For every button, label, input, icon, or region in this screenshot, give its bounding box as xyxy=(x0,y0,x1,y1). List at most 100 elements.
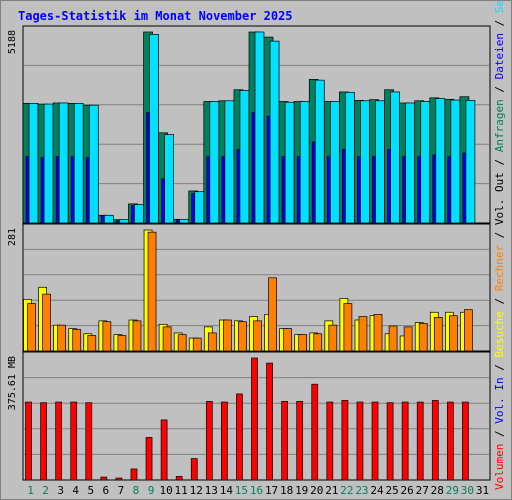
day-label-31: 31 xyxy=(476,484,489,497)
bar-volume-volumen-day-21 xyxy=(326,401,334,481)
bar-volume-volumen-day-20 xyxy=(311,383,319,481)
bar-volume-volumen-day-6 xyxy=(100,476,108,481)
bar-visits-rechner-day-11 xyxy=(177,334,187,352)
bar-volume-volumen-day-25 xyxy=(386,402,394,481)
day-label-19: 19 xyxy=(295,484,308,497)
bar-visits-rechner-day-2 xyxy=(42,293,51,352)
bar-volume-volumen-day-5 xyxy=(85,402,93,481)
legend-separator: / xyxy=(493,13,506,33)
chart-title: Tages-Statistik im Monat November 2025 xyxy=(18,9,293,23)
panel-volume: 375.61 MB xyxy=(7,351,491,481)
bar-volume-volumen-day-14 xyxy=(221,401,228,481)
day-label-14: 14 xyxy=(220,484,234,497)
day-label-7: 7 xyxy=(118,484,125,497)
day-label-18: 18 xyxy=(280,484,293,497)
bar-volume-volumen-day-24 xyxy=(371,401,379,481)
bar-visits-rechner-day-5 xyxy=(87,335,97,352)
bar-requests-seiten-day-7 xyxy=(119,219,129,224)
bar-requests-seiten-day-28 xyxy=(435,98,446,224)
bar-requests-seiten-day-9 xyxy=(149,34,159,224)
bar-requests-seiten-day-1 xyxy=(28,102,39,224)
legend-separator: / xyxy=(493,424,506,444)
bar-requests-seiten-day-10 xyxy=(164,134,174,224)
bar-volume-volumen-day-12 xyxy=(190,458,198,481)
day-label-4: 4 xyxy=(72,484,79,497)
bar-requests-seiten-day-6 xyxy=(104,214,114,224)
bar-visits-rechner-day-29 xyxy=(448,315,458,352)
bar-visits-rechner-day-24 xyxy=(373,314,383,352)
day-label-24: 24 xyxy=(370,484,384,497)
day-label-17: 17 xyxy=(265,484,278,497)
legend-separator: / xyxy=(493,79,506,99)
bar-requests-seiten-day-12 xyxy=(194,191,205,224)
legend-item-besuche: Besuche xyxy=(493,311,506,357)
bar-requests-seiten-day-14 xyxy=(224,100,235,224)
day-label-5: 5 xyxy=(87,484,94,497)
bar-visits-rechner-day-16 xyxy=(253,320,262,352)
chart-panels: 5188 281 375.61 MB xyxy=(7,25,491,481)
day-label-27: 27 xyxy=(416,484,429,497)
bar-requests-seiten-day-2 xyxy=(43,103,54,224)
bar-requests-seiten-day-4 xyxy=(73,102,84,224)
bar-visits-rechner-day-21 xyxy=(328,324,338,352)
bar-requests-seiten-day-17 xyxy=(269,40,280,224)
bar-volume-volumen-day-28 xyxy=(431,400,439,481)
bar-volume-volumen-day-4 xyxy=(70,401,78,481)
bar-requests-seiten-day-20 xyxy=(314,79,325,224)
bar-visits-rechner-day-12 xyxy=(192,337,202,352)
panel-requests: 5188 xyxy=(7,25,491,224)
bar-requests-seiten-day-8 xyxy=(134,204,144,224)
bar-volume-volumen-day-11 xyxy=(175,476,183,481)
bar-visits-rechner-day-14 xyxy=(223,319,232,352)
scale-label-requests: 5188 xyxy=(7,30,18,54)
day-label-2: 2 xyxy=(42,484,49,497)
bar-requests-seiten-day-30 xyxy=(465,100,476,224)
bar-requests-seiten-day-16 xyxy=(254,31,265,224)
bar-visits-rechner-day-27 xyxy=(418,323,428,352)
bar-visits-rechner-day-20 xyxy=(313,333,323,352)
day-label-23: 23 xyxy=(355,484,368,497)
bar-visits-rechner-day-4 xyxy=(72,329,82,352)
bar-volume-volumen-day-17 xyxy=(266,362,273,481)
day-label-8: 8 xyxy=(133,484,140,497)
day-label-26: 26 xyxy=(401,484,414,497)
bar-volume-volumen-day-1 xyxy=(25,401,32,481)
bar-requests-seiten-day-26 xyxy=(405,102,415,224)
bar-visits-rechner-day-10 xyxy=(162,326,172,352)
day-label-29: 29 xyxy=(446,484,459,497)
bar-volume-volumen-day-29 xyxy=(446,401,454,481)
scale-label-volume: 375.61 MB xyxy=(7,356,18,410)
legend-separator: / xyxy=(493,358,506,378)
bar-volume-volumen-day-18 xyxy=(281,401,288,481)
bar-visits-rechner-day-28 xyxy=(433,317,443,352)
bar-volume-volumen-day-8 xyxy=(130,468,138,481)
bar-visits-rechner-day-22 xyxy=(343,303,353,352)
bar-visits-rechner-day-7 xyxy=(117,335,127,352)
bar-requests-seiten-day-11 xyxy=(179,218,190,224)
bar-visits-rechner-day-13 xyxy=(207,332,217,352)
day-label-1: 1 xyxy=(27,484,34,497)
bar-visits-rechner-day-3 xyxy=(57,324,67,352)
bar-visits-rechner-day-8 xyxy=(132,320,142,352)
panel-visits: 281 xyxy=(7,223,491,352)
bar-visits-rechner-day-18 xyxy=(283,328,292,352)
bar-visits-rechner-day-23 xyxy=(358,316,368,352)
day-label-30: 30 xyxy=(461,484,474,497)
bar-visits-rechner-day-30 xyxy=(464,309,473,352)
bar-volume-volumen-day-2 xyxy=(40,402,47,481)
bar-volume-volumen-day-27 xyxy=(416,401,424,481)
bar-requests-seiten-day-27 xyxy=(420,101,431,224)
bar-requests-seiten-day-5 xyxy=(88,104,99,224)
legend-item-rechner: Rechner xyxy=(493,245,506,292)
legend-item-seiten: Seiten xyxy=(493,0,506,13)
day-label-11: 11 xyxy=(175,484,188,497)
legend-separator: / xyxy=(493,152,506,172)
bar-visits-rechner-day-25 xyxy=(388,325,398,352)
bar-visits-rechner-day-9 xyxy=(147,231,157,352)
legend-separator: / xyxy=(493,225,506,245)
bar-volume-volumen-day-30 xyxy=(462,401,469,481)
day-label-28: 28 xyxy=(431,484,444,497)
bar-volume-volumen-day-13 xyxy=(205,401,213,481)
day-label-10: 10 xyxy=(159,484,172,497)
